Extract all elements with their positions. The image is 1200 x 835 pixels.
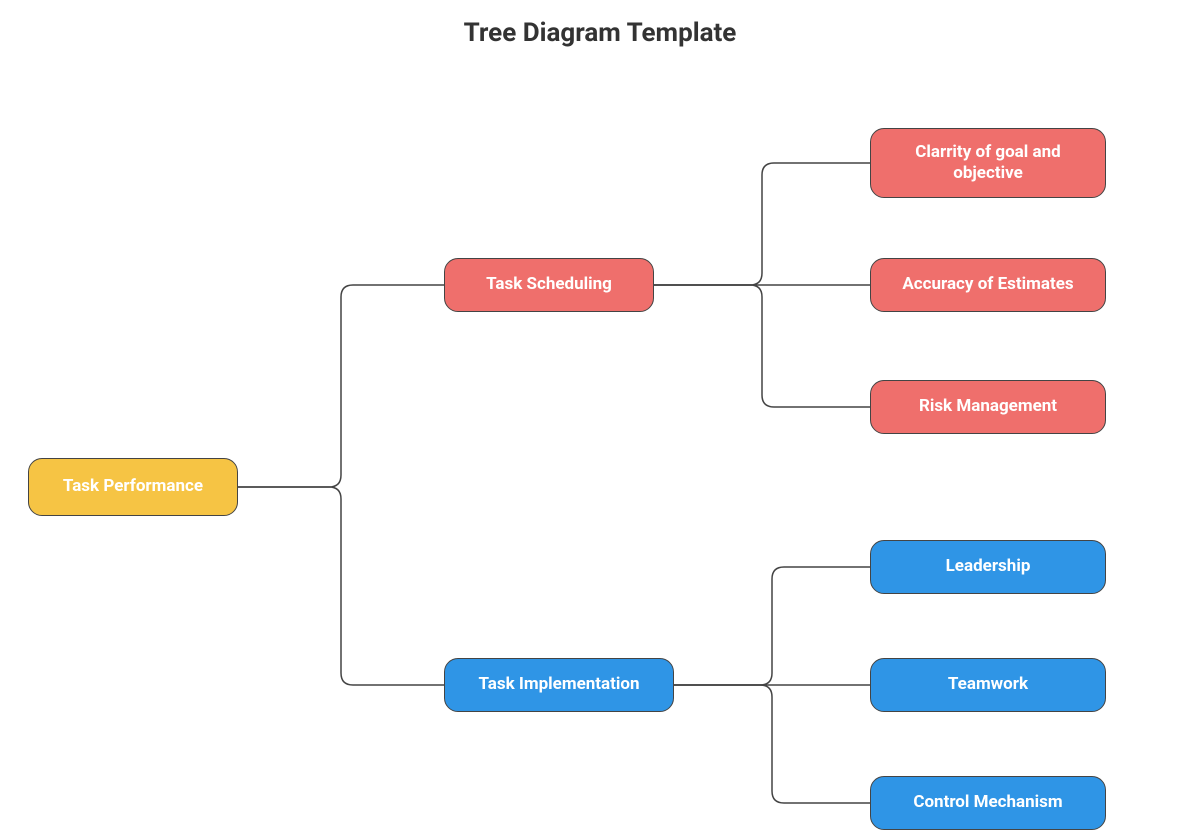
tree-node-root: Task Performance: [28, 458, 238, 516]
edge-impl-i3: [674, 685, 870, 803]
tree-diagram-canvas: Tree Diagram Template Task Performance Ta…: [0, 0, 1200, 835]
tree-node-s1: Clarrity of goal and objective: [870, 128, 1106, 198]
tree-node-s2: Accuracy of Estimates: [870, 258, 1106, 312]
edge-root-sched: [238, 285, 444, 487]
edge-sched-s3: [654, 285, 870, 407]
tree-node-impl: Task Implementation: [444, 658, 674, 712]
tree-node-i3: Control Mechanism: [870, 776, 1106, 830]
edge-impl-i1: [674, 567, 870, 685]
tree-node-s3: Risk Management: [870, 380, 1106, 434]
edge-sched-s1: [654, 163, 870, 285]
tree-node-i1: Leadership: [870, 540, 1106, 594]
page-title: Tree Diagram Template: [0, 18, 1200, 48]
tree-node-i2: Teamwork: [870, 658, 1106, 712]
tree-node-sched: Task Scheduling: [444, 258, 654, 312]
edge-root-impl: [238, 487, 444, 685]
